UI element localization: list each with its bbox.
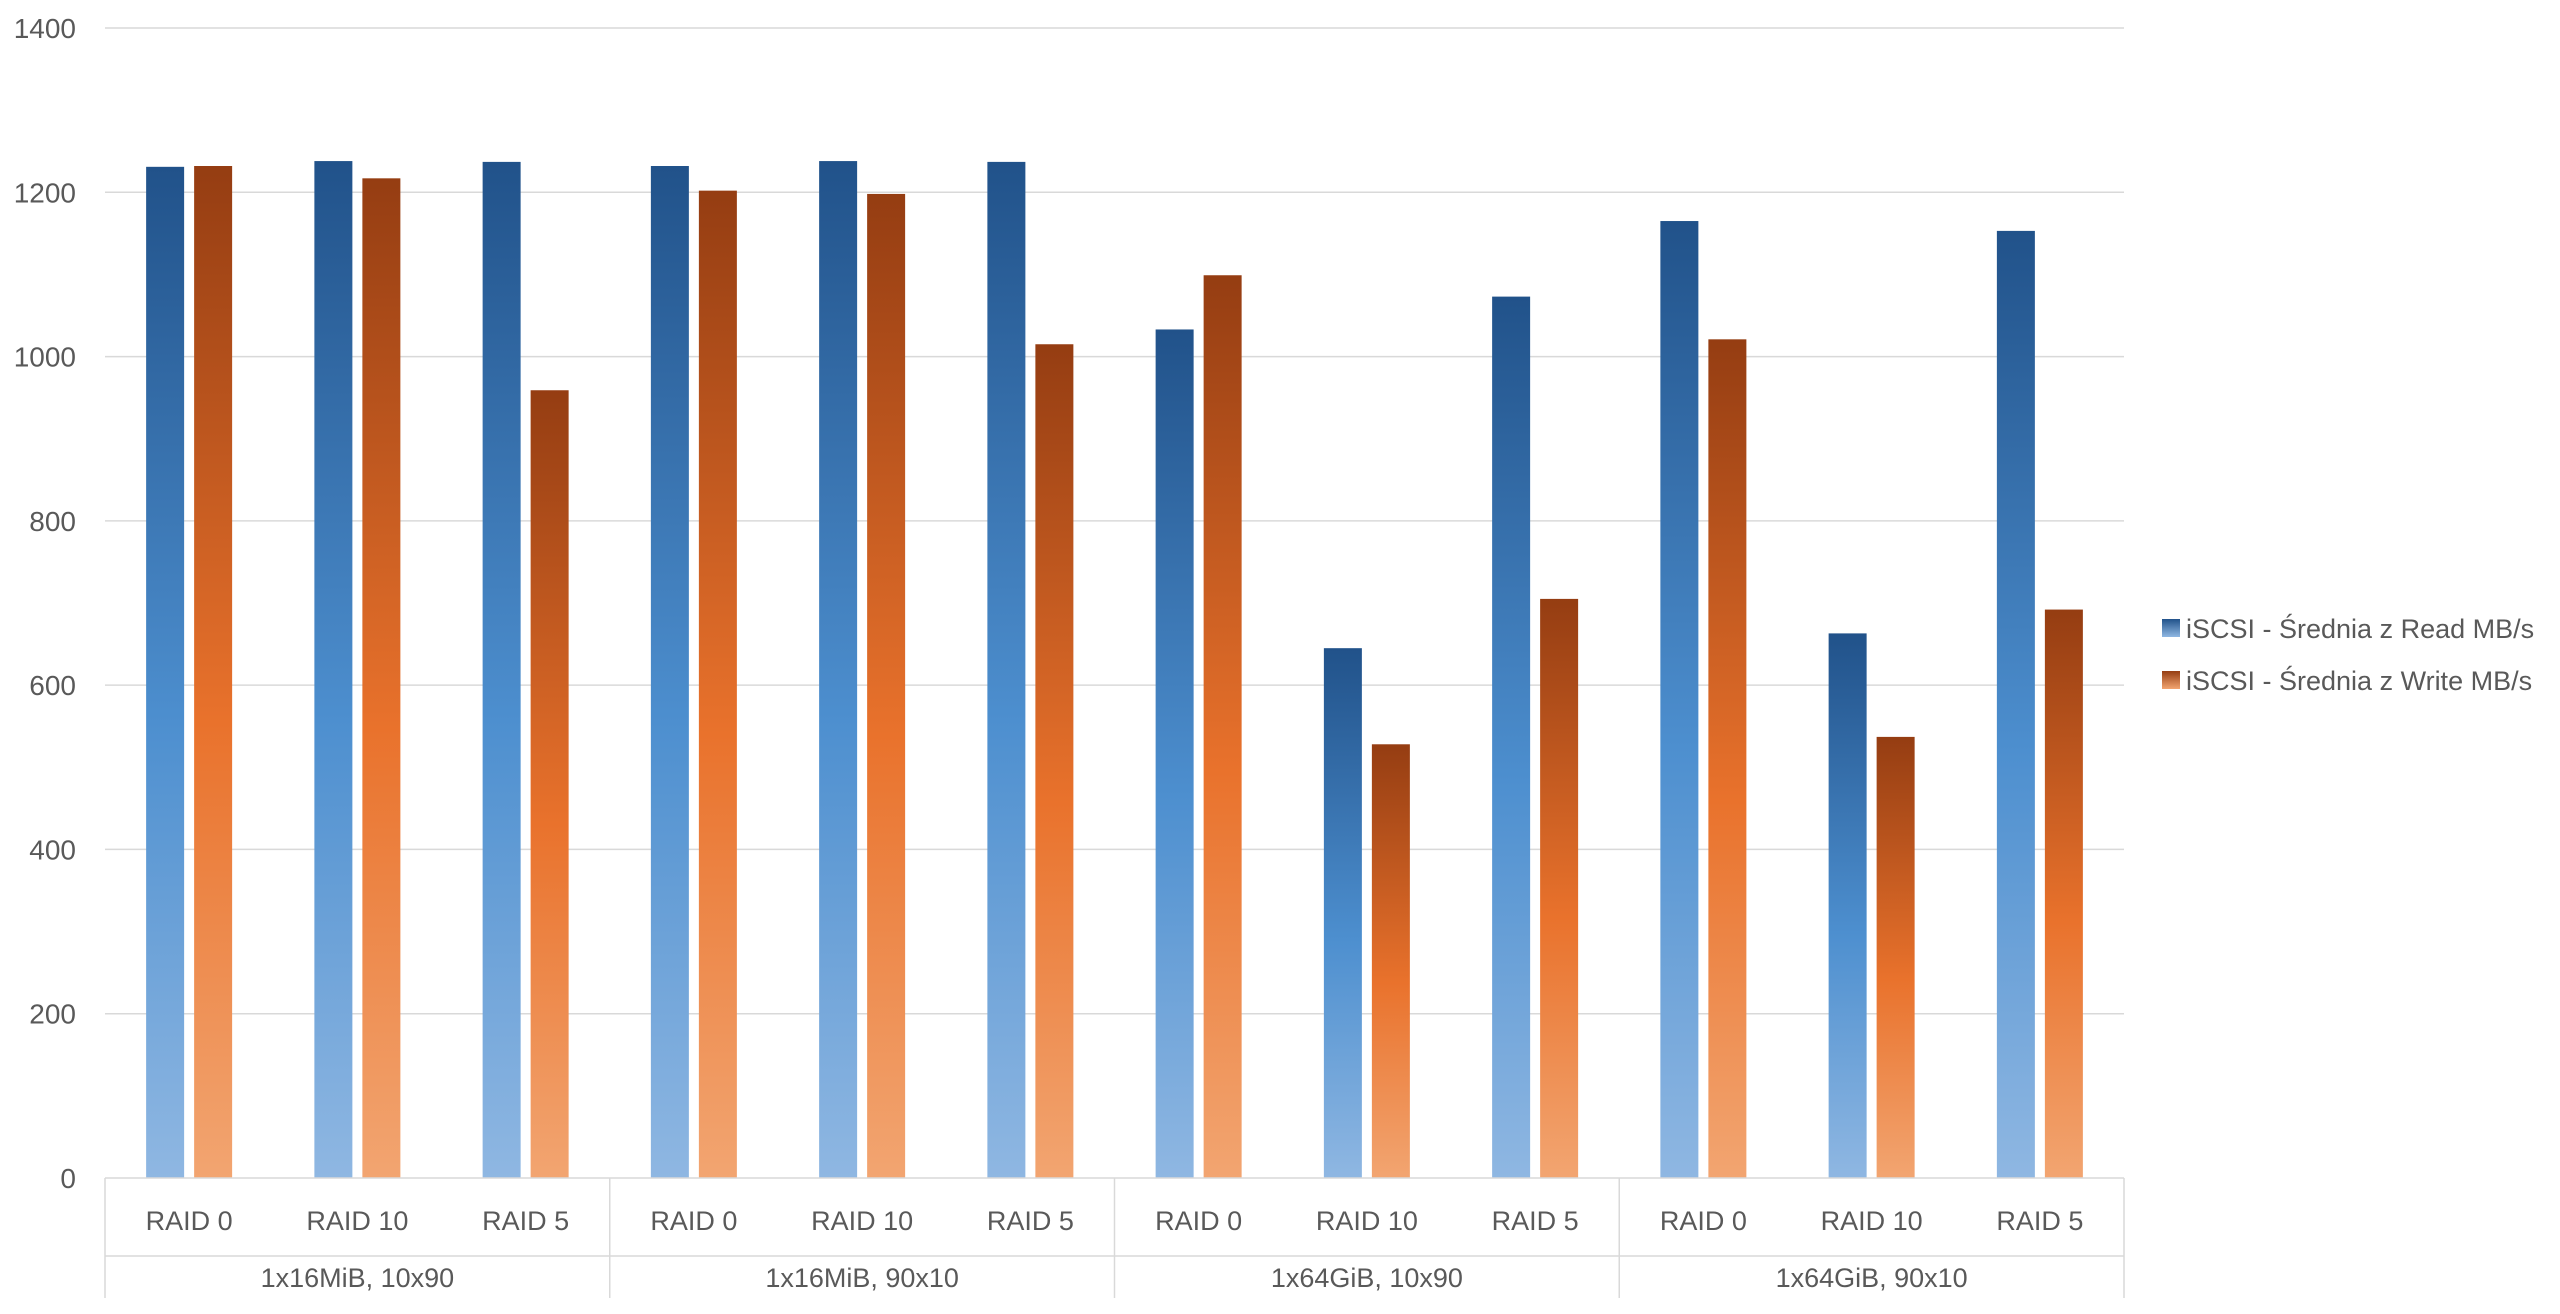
x-tick-label: RAID 10	[306, 1206, 408, 1236]
bar-write	[698, 190, 737, 1179]
bar-write	[362, 178, 401, 1179]
bar-read	[314, 161, 353, 1179]
x-tick-label: RAID 0	[1155, 1206, 1242, 1236]
bar-write	[1035, 344, 1074, 1178]
bar-write	[1876, 736, 1915, 1178]
legend-swatch	[2162, 619, 2180, 637]
bar-read	[146, 166, 185, 1179]
y-tick-label: 1400	[14, 13, 76, 44]
bar-read	[987, 161, 1026, 1179]
bar-read	[1323, 648, 1362, 1178]
x-tick-label: RAID 10	[811, 1206, 913, 1236]
bar-write	[530, 390, 569, 1178]
bar-write	[867, 193, 906, 1178]
y-tick-label: 600	[29, 670, 76, 701]
bar-read	[1996, 230, 2035, 1179]
bar-read	[1660, 221, 1699, 1179]
x-group-label: 1x64GiB, 10x90	[1271, 1263, 1463, 1293]
x-tick-label: RAID 0	[650, 1206, 737, 1236]
legend-label: iSCSI - Średnia z Read MB/s	[2186, 612, 2534, 644]
y-tick-label: 1000	[14, 342, 76, 373]
y-tick-label: 400	[29, 834, 76, 865]
bars	[146, 161, 2083, 1179]
bar-read	[650, 166, 689, 1178]
x-group-label: 1x64GiB, 90x10	[1776, 1263, 1968, 1293]
x-tick-label: RAID 0	[1660, 1206, 1747, 1236]
bar-read	[1155, 329, 1194, 1178]
legend-label: iSCSI - Średnia z Write MB/s	[2186, 664, 2532, 696]
bar-write	[1540, 598, 1579, 1178]
legend: iSCSI - Średnia z Read MB/s iSCSI - Średn…	[2162, 612, 2534, 696]
bar-read	[819, 161, 858, 1179]
bar-write	[1371, 744, 1410, 1178]
y-tick-label: 800	[29, 506, 76, 537]
bar-read	[482, 161, 521, 1179]
bar-write	[2044, 609, 2083, 1178]
x-tick-label: RAID 5	[482, 1206, 569, 1236]
x-group-label: 1x16MiB, 90x10	[765, 1263, 959, 1293]
bar-write	[1203, 275, 1242, 1178]
bar-read	[1492, 296, 1531, 1178]
x-tick-label: RAID 10	[1821, 1206, 1923, 1236]
y-tick-label: 0	[60, 1163, 76, 1194]
x-tick-label: RAID 5	[1492, 1206, 1579, 1236]
bar-write	[194, 166, 233, 1178]
x-tick-label: RAID 5	[1996, 1206, 2083, 1236]
x-axis: RAID 0 RAID 10 RAID 5 RAID 0 RAID 10 RAID 5 RA…	[104, 1177, 2125, 1298]
x-tick-label: RAID 5	[987, 1206, 1074, 1236]
bar-write	[1708, 339, 1747, 1179]
x-tick-label: RAID 0	[146, 1206, 233, 1236]
y-tick-label: 1200	[14, 177, 76, 208]
x-tick-label: RAID 10	[1316, 1206, 1418, 1236]
x-group-label: 1x16MiB, 10x90	[261, 1263, 455, 1293]
y-axis-ticks: 0 200 400 600 800 1000 1200 1400	[14, 13, 76, 1194]
legend-swatch	[2162, 671, 2180, 689]
y-tick-label: 200	[29, 999, 76, 1030]
bar-read	[1828, 633, 1867, 1178]
gridlines	[105, 27, 2124, 1015]
